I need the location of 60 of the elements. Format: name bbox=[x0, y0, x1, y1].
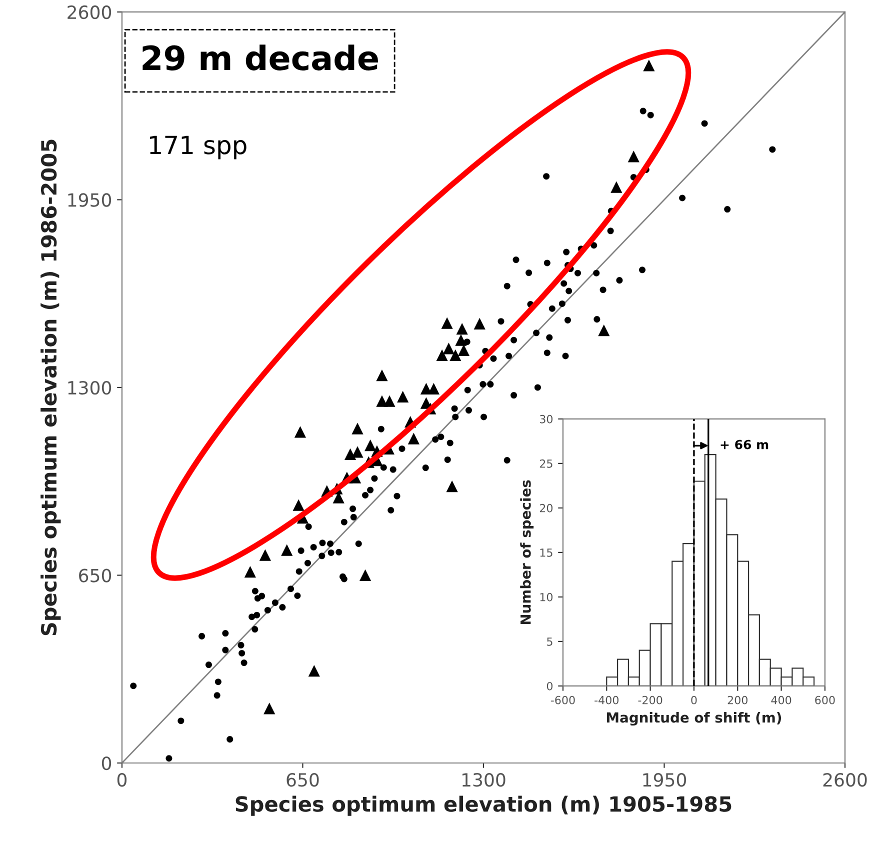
y-axis-title: Number of species bbox=[520, 480, 534, 624]
x-axis-title: Species optimum elevation (m) 1905-1985 bbox=[236, 796, 732, 816]
point bbox=[442, 342, 455, 354]
point bbox=[294, 426, 306, 438]
y-axis-title: Species optimum elevation (m) 1986-2005 bbox=[40, 140, 61, 636]
x-axis-title: Magnitude of shift (m) bbox=[606, 712, 782, 726]
point bbox=[474, 318, 486, 330]
x-tick-label: 600 bbox=[815, 696, 835, 704]
point bbox=[259, 549, 271, 561]
y-tick-label: 15 bbox=[540, 548, 552, 557]
point bbox=[292, 499, 304, 511]
point bbox=[352, 446, 364, 458]
y-tick-label: 1300 bbox=[68, 380, 112, 395]
y-tick-label: 5 bbox=[547, 638, 552, 646]
x-tick-label: 0 bbox=[117, 773, 127, 787]
annotation: 29 m decade bbox=[142, 44, 378, 70]
point bbox=[441, 317, 453, 329]
y-tick-label: 20 bbox=[540, 504, 553, 512]
point bbox=[458, 344, 470, 356]
y-tick-label: 0 bbox=[546, 682, 553, 690]
point bbox=[446, 480, 458, 492]
annotation: 171 spp bbox=[150, 136, 246, 160]
y-tick-label: 650 bbox=[79, 568, 112, 582]
point bbox=[598, 324, 610, 336]
point bbox=[359, 569, 372, 582]
x-tick-label: -600 bbox=[550, 696, 575, 704]
point bbox=[384, 395, 396, 407]
x-tick-label: 400 bbox=[771, 696, 792, 704]
x-tick-label: 650 bbox=[286, 773, 319, 787]
y-tick-label: 25 bbox=[540, 459, 552, 468]
x-tick-label: 0 bbox=[691, 696, 697, 704]
y-tick-label: 30 bbox=[540, 414, 553, 424]
point bbox=[244, 566, 256, 578]
point bbox=[364, 439, 376, 452]
y-tick-label: 10 bbox=[540, 592, 553, 602]
point bbox=[610, 181, 622, 193]
x-tick-label: 1950 bbox=[643, 773, 686, 787]
x-tick-label: 1300 bbox=[462, 773, 506, 787]
point bbox=[450, 349, 462, 361]
point bbox=[281, 544, 293, 556]
point bbox=[408, 432, 420, 444]
point bbox=[436, 349, 448, 361]
point bbox=[397, 390, 409, 403]
y-tick-label: 2600 bbox=[68, 5, 112, 20]
y-tick-label: 0 bbox=[102, 756, 112, 770]
point bbox=[344, 448, 356, 460]
point bbox=[376, 370, 388, 382]
point bbox=[456, 323, 468, 335]
point bbox=[628, 150, 640, 162]
y-tick-label: 1950 bbox=[68, 193, 112, 207]
point bbox=[455, 334, 467, 346]
point bbox=[643, 60, 655, 72]
x-tick-label: -200 bbox=[638, 696, 662, 704]
x-tick-label: 200 bbox=[728, 696, 748, 704]
point bbox=[264, 702, 276, 714]
x-tick-label: -400 bbox=[594, 696, 619, 704]
point bbox=[352, 422, 364, 434]
x-tick-label: 2600 bbox=[823, 773, 867, 787]
annotation: + 66 m bbox=[720, 440, 768, 450]
point bbox=[308, 665, 320, 677]
